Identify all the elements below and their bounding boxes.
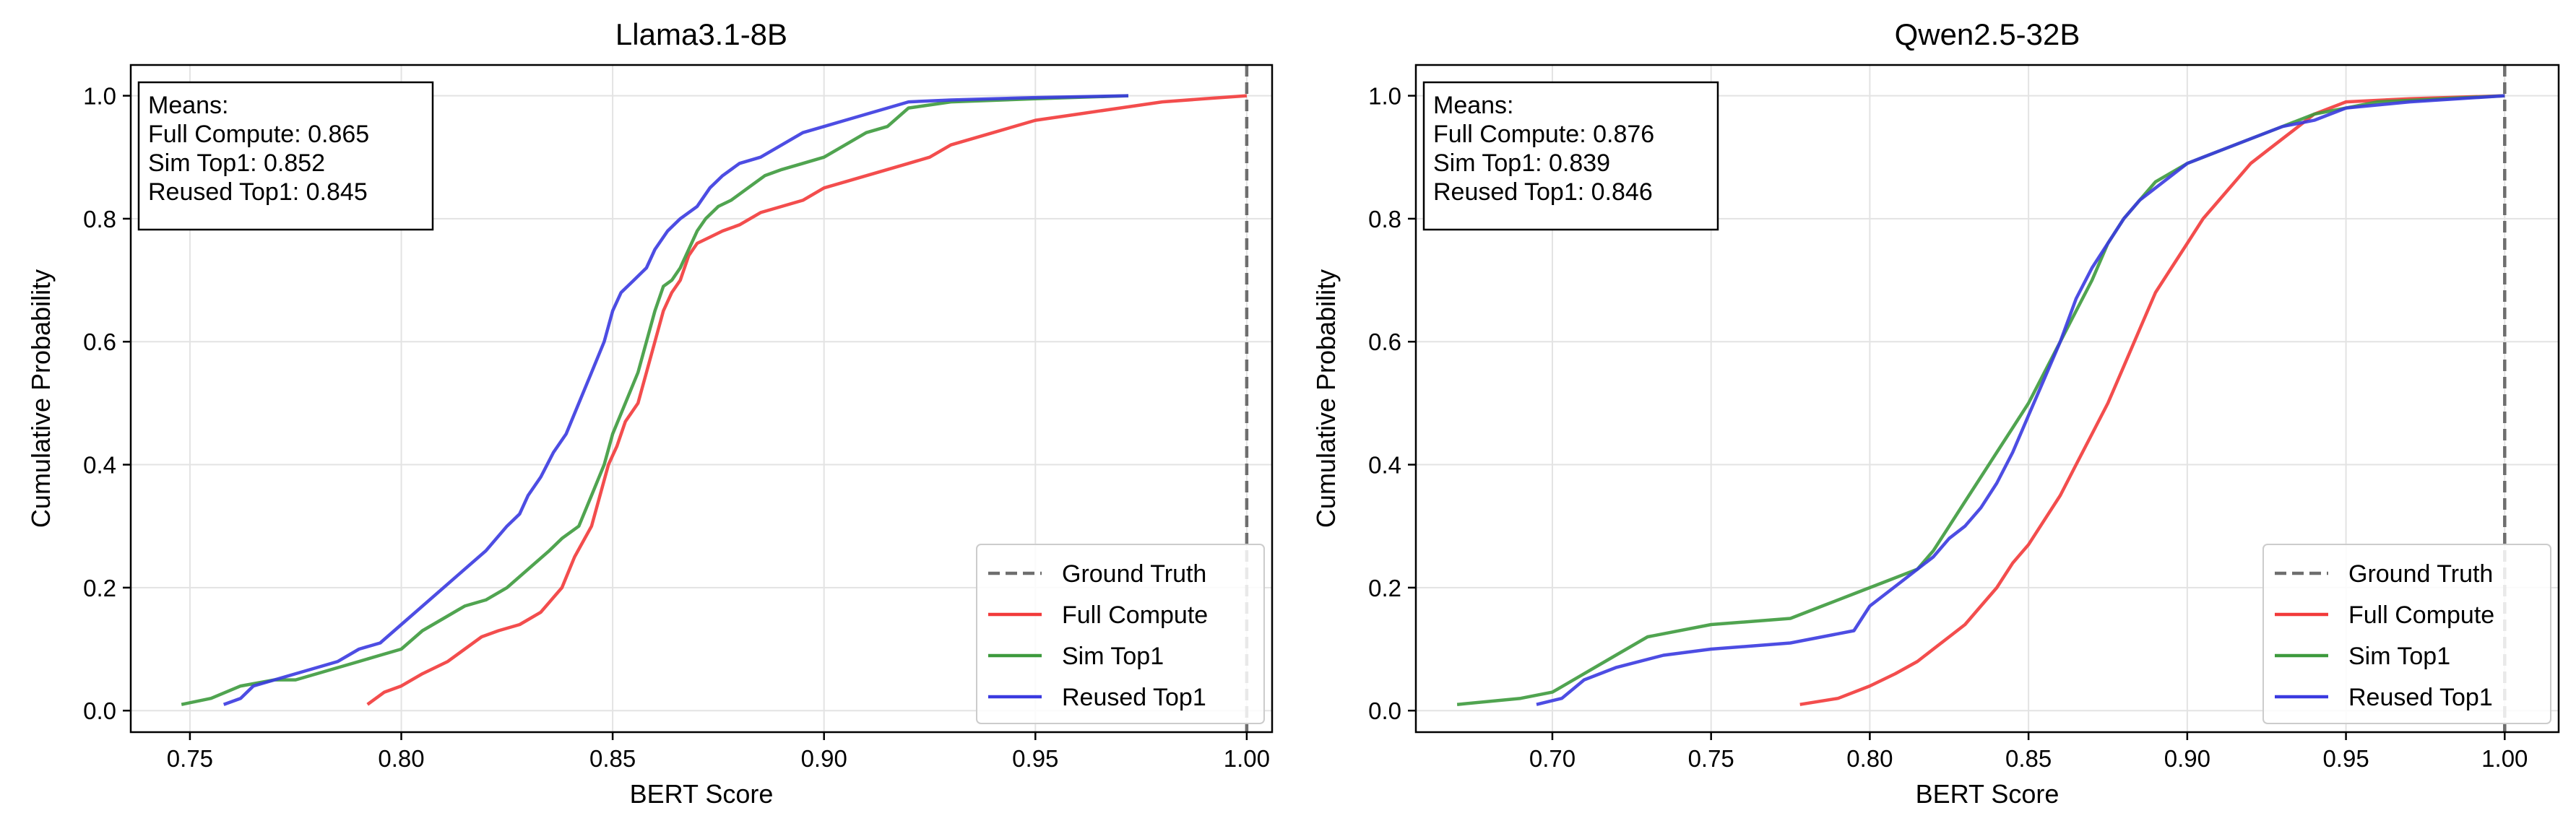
panel-2-means-line-1: Full Compute: 0.876 xyxy=(1433,121,1654,148)
panel-1-xtick-label-1: 0.80 xyxy=(378,745,424,772)
panel-1-ytick-label-5: 1.0 xyxy=(83,83,116,110)
panel-2-xtick-label-4: 0.90 xyxy=(2164,745,2210,772)
panel-1-means-box-frame xyxy=(137,81,434,231)
panel-1-title: Llama3.1-8B xyxy=(615,17,787,51)
panel-2-means-box-frame xyxy=(1422,81,1719,231)
panel-2-xtick-label-2: 0.80 xyxy=(1846,745,1893,772)
panel-1-xtick-label-3: 0.90 xyxy=(801,745,847,772)
panel-2-legend-label-ground-truth: Ground Truth xyxy=(2348,560,2493,588)
panel-2-ytick-label-1: 0.2 xyxy=(1368,575,1401,601)
panel-2-legend-label-reused-top1: Reused Top1 xyxy=(2348,684,2493,711)
panel-1-ytick-label-2: 0.4 xyxy=(83,452,116,479)
panel-2-xtick-label-3: 0.85 xyxy=(2005,745,2052,772)
panel-2-ytick-label-0: 0.0 xyxy=(1368,697,1401,724)
panel-2-series-line-full-compute xyxy=(1799,94,2505,706)
panel-1: 0.75 0.80 0.85 0.90 0.95 1.00 0.0 0.2 0.4 0.6 0.8 1… xyxy=(26,17,1274,809)
panel-1-xtick-label-0: 0.75 xyxy=(167,745,213,772)
panel-2-ytick-label-5: 1.0 xyxy=(1368,83,1401,110)
panel-1-legend-frame xyxy=(976,544,1265,724)
panel-2-means-line-2: Sim Top1: 0.839 xyxy=(1433,149,1610,177)
panel-1-legend-label-full-compute: Full Compute xyxy=(1062,601,1208,629)
panel-2-legend-label-full-compute: Full Compute xyxy=(2348,601,2494,629)
panel-2-yaxis-label: Cumulative Probability xyxy=(1311,269,1341,528)
panel-1-ytick-label-4: 0.8 xyxy=(83,206,116,232)
panel-1-series-group xyxy=(181,94,1248,706)
panel-2-legend-label-sim-top1: Sim Top1 xyxy=(2348,643,2450,670)
panel-1-means-line-3: Reused Top1: 0.845 xyxy=(148,178,368,206)
panel-2-means-line-0: Means: xyxy=(1433,92,1514,119)
panel-2-xtick-label-0: 0.70 xyxy=(1529,745,1576,772)
panel-2-xaxis-label: BERT Score xyxy=(1916,779,2059,809)
panel-2: 0.70 0.75 0.80 0.85 0.90 0.95 1.00 0.0 0.2 0.4 0.6… xyxy=(1311,17,2560,809)
panel-1-yaxis-label: Cumulative Probability xyxy=(26,269,56,528)
panel-2-xtick-label-6: 1.00 xyxy=(2481,745,2528,772)
panel-1-ytick-label-0: 0.0 xyxy=(83,697,116,724)
panel-2-legend-frame xyxy=(2262,544,2551,724)
panel-1-xtick-label-5: 1.00 xyxy=(1224,745,1270,772)
panel-2-ytick-label-3: 0.6 xyxy=(1368,329,1401,355)
panel-2-ytick-label-2: 0.4 xyxy=(1368,452,1401,479)
panel-1-xtick-label-2: 0.85 xyxy=(589,745,636,772)
panel-2-xtick-label-1: 0.75 xyxy=(1688,745,1734,772)
panel-1-series-line-reused-top1 xyxy=(222,94,1129,706)
panel-1-series-line-sim-top1 xyxy=(181,94,1129,706)
panel-2-series-group xyxy=(1456,94,2505,706)
panel-1-legend-label-sim-top1: Sim Top1 xyxy=(1062,643,1164,670)
panel-1-xaxis-label: BERT Score xyxy=(630,779,774,809)
panel-2-series-line-reused-top1 xyxy=(1536,94,2505,706)
panel-1-means-line-1: Full Compute: 0.865 xyxy=(148,121,369,148)
panel-1-axes-frame xyxy=(129,64,1274,734)
panel-2-title: Qwen2.5-32B xyxy=(1895,17,2080,51)
panel-2-ytick-label-4: 0.8 xyxy=(1368,206,1401,232)
panel-2-legend: Ground Truth Full Compute Sim Top1 Reused T… xyxy=(2262,544,2551,724)
panel-1-legend-label-ground-truth: Ground Truth xyxy=(1062,560,1206,588)
panel-1-legend: Ground Truth Full Compute Sim Top1 Reused T… xyxy=(976,544,1265,724)
panel-1-legend-label-reused-top1: Reused Top1 xyxy=(1062,684,1206,711)
panel-1-xtick-label-4: 0.95 xyxy=(1012,745,1058,772)
panel-1-series-line-full-compute xyxy=(366,94,1248,706)
panel-1-ytick-label-3: 0.6 xyxy=(83,329,116,355)
panel-1-ytick-label-1: 0.2 xyxy=(83,575,116,601)
panel-1-means-line-0: Means: xyxy=(148,92,229,119)
panel-1-means-line-2: Sim Top1: 0.852 xyxy=(148,149,325,177)
panel-2-means-line-3: Reused Top1: 0.846 xyxy=(1433,178,1653,206)
panel-2-xtick-label-5: 0.95 xyxy=(2322,745,2369,772)
panel-2-axes-frame xyxy=(1414,64,2560,734)
